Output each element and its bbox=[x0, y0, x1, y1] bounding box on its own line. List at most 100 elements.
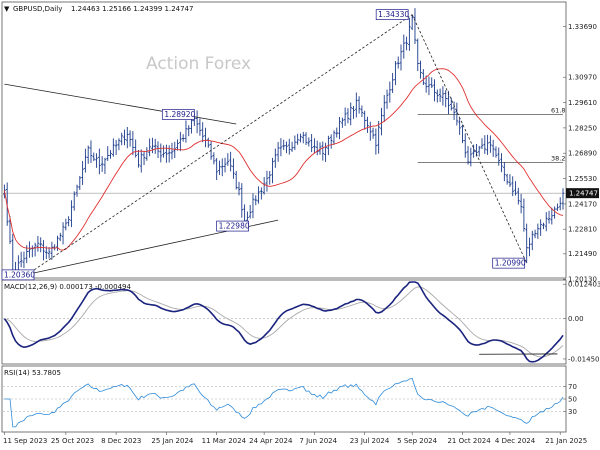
ohlc-bar bbox=[33, 242, 37, 257]
ohlc-bar bbox=[78, 176, 82, 190]
moving-average-line bbox=[3, 68, 564, 251]
ohlc-bar bbox=[530, 230, 534, 251]
ohlc-bar bbox=[212, 152, 216, 165]
ohlc-bar bbox=[179, 131, 182, 152]
ohlc-bar bbox=[519, 193, 523, 214]
ohlc-bar bbox=[542, 222, 545, 230]
ohlc-bar bbox=[318, 142, 322, 155]
svg-text:1.28920: 1.28920 bbox=[164, 110, 195, 119]
ohlc-bar bbox=[201, 122, 205, 143]
ohlc-bar bbox=[360, 105, 364, 117]
ohlc-bar bbox=[514, 181, 517, 196]
ohlc-bar bbox=[469, 147, 473, 167]
ohlc-bar bbox=[503, 162, 506, 182]
ohlc-bar bbox=[355, 92, 358, 118]
price-tick-label: 1.24170 bbox=[568, 200, 597, 208]
ohlc-bar bbox=[408, 17, 411, 51]
price-tick-label: 1.29610 bbox=[568, 99, 597, 107]
symbol-label: GBPUSD,Daily bbox=[13, 5, 62, 13]
ohlc-bar bbox=[419, 60, 422, 79]
rsi-tick-label: 70 bbox=[568, 383, 577, 391]
ohlc-bar bbox=[382, 95, 386, 122]
ohlc-bar bbox=[547, 210, 551, 224]
ohlc-label: 1.24463 1.25166 1.24399 1.24747 bbox=[71, 5, 193, 13]
ohlc-bar bbox=[215, 158, 218, 181]
svg-text:1.34330: 1.34330 bbox=[378, 10, 409, 19]
ohlc-bar bbox=[335, 127, 339, 138]
ohlc-bar bbox=[151, 137, 154, 154]
macd-y-axis: 0.012403 0.00 -0.014502 bbox=[563, 281, 600, 363]
ohlc-bar bbox=[544, 212, 548, 232]
ohlc-bar bbox=[72, 191, 76, 211]
ohlc-bar bbox=[19, 251, 23, 268]
ohlc-bar bbox=[466, 146, 470, 165]
x-tick-label: 21 Oct 2024 bbox=[447, 437, 491, 445]
trendline bbox=[411, 14, 528, 264]
ohlc-bar bbox=[315, 140, 319, 156]
price-annotation: 1.20990 bbox=[492, 257, 526, 269]
ohlc-bar bbox=[290, 141, 294, 152]
ohlc-bar bbox=[494, 146, 498, 158]
rsi-tick-label: 30 bbox=[568, 408, 577, 416]
ohlc-bar bbox=[556, 203, 559, 211]
symbol-icon: ▼ bbox=[4, 5, 10, 13]
ohlc-bar bbox=[103, 157, 107, 174]
fib-level-label: 61.8 bbox=[551, 106, 565, 114]
x-axis: 11 Sep 2023 25 Oct 2023 8 Dec 2023 25 Jan 2… bbox=[3, 432, 587, 445]
ohlc-bar bbox=[447, 90, 450, 115]
x-tick-label: 11 Sep 2023 bbox=[3, 437, 47, 445]
ohlc-bar bbox=[550, 207, 554, 225]
ohlc-bar bbox=[195, 110, 199, 134]
ohlc-bar bbox=[22, 251, 26, 269]
ohlc-bar bbox=[508, 174, 512, 187]
ohlc-bar bbox=[181, 134, 185, 142]
ohlc-bar bbox=[50, 241, 54, 260]
ohlc-bar bbox=[374, 128, 378, 155]
ohlc-bar bbox=[528, 237, 531, 257]
ohlc-bar bbox=[366, 116, 369, 133]
ohlc-bar bbox=[433, 79, 436, 102]
ohlc-bar bbox=[162, 145, 165, 158]
ohlc-bar bbox=[109, 150, 112, 159]
ohlc-bar bbox=[558, 197, 562, 211]
ohlc-bar bbox=[500, 153, 503, 173]
ohlc-bar bbox=[313, 138, 316, 154]
ohlc-bar bbox=[254, 195, 258, 206]
x-tick-label: 4 Dec 2024 bbox=[495, 437, 536, 445]
ohlc-bar bbox=[480, 138, 484, 149]
ohlc-bar bbox=[123, 129, 126, 146]
ohlc-bar bbox=[204, 127, 207, 148]
ohlc-bar bbox=[285, 141, 288, 154]
candlestick-series bbox=[3, 8, 565, 278]
ohlc-bar bbox=[218, 160, 221, 175]
ohlc-bar bbox=[517, 187, 520, 205]
price-tick-label: 1.21490 bbox=[568, 250, 597, 258]
x-tick-label: 21 Jan 2025 bbox=[545, 437, 587, 445]
ohlc-bar bbox=[92, 152, 96, 162]
price-annotation: 1.22980 bbox=[216, 220, 250, 232]
ohlc-bar bbox=[139, 149, 143, 173]
ohlc-bar bbox=[349, 102, 353, 126]
ohlc-bar bbox=[28, 241, 31, 258]
fib-levels: 61.8 38.2 bbox=[417, 106, 565, 163]
ohlc-bar bbox=[455, 102, 459, 126]
ohlc-bar bbox=[106, 146, 110, 161]
ohlc-bar bbox=[391, 72, 394, 93]
ohlc-bar bbox=[416, 38, 420, 72]
price-annotations: 1.34330 1.28920 1.22980 1.20990 1.20360 bbox=[1, 9, 526, 281]
ohlc-bar bbox=[533, 229, 537, 239]
ohlc-bar bbox=[187, 125, 191, 137]
ohlc-bar bbox=[98, 148, 101, 175]
ohlc-bar bbox=[89, 140, 93, 164]
x-tick-label: 24 Apr 2024 bbox=[249, 437, 293, 445]
macd-tick-label: -0.014502 bbox=[568, 355, 600, 363]
ohlc-bar bbox=[430, 77, 434, 88]
svg-text:1.20360: 1.20360 bbox=[4, 270, 35, 279]
ohlc-bar bbox=[134, 139, 137, 158]
ohlc-bar bbox=[223, 157, 227, 173]
ohlc-bar bbox=[413, 8, 417, 44]
price-tick-label: 1.25530 bbox=[568, 175, 597, 183]
ohlc-bar bbox=[100, 156, 104, 172]
ohlc-bar bbox=[438, 88, 442, 103]
ohlc-bar bbox=[396, 56, 400, 69]
